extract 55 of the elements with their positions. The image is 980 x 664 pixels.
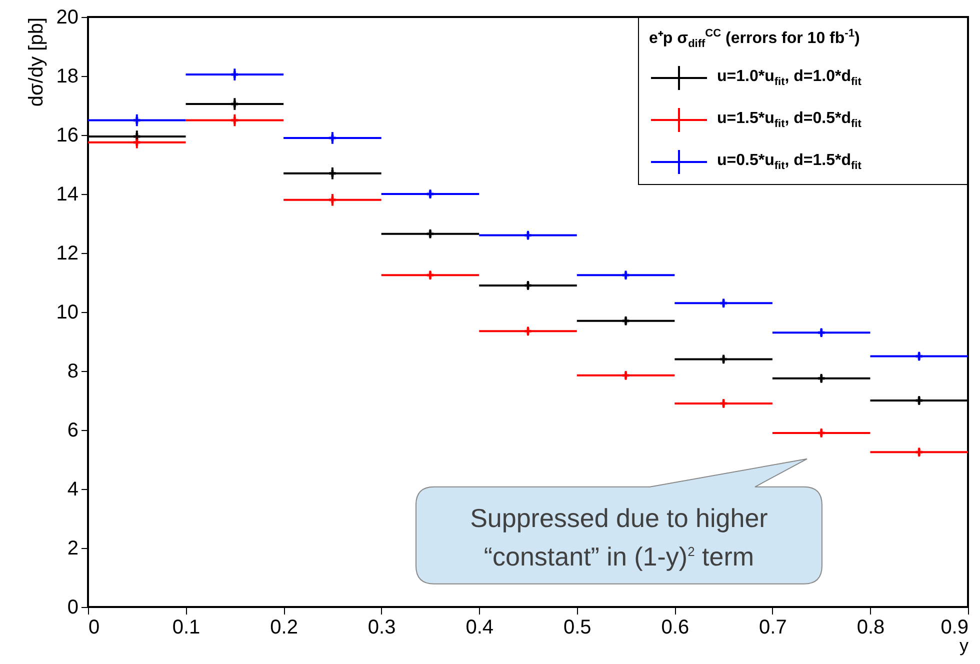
y-axis-title: dσ/dy [pb] bbox=[25, 18, 48, 107]
point bbox=[426, 272, 434, 278]
x-tick-label: 0.1 bbox=[172, 616, 200, 638]
point bbox=[916, 448, 922, 456]
y-tick-label: 0 bbox=[67, 596, 78, 618]
y-tick-label: 14 bbox=[56, 184, 78, 206]
point bbox=[426, 230, 434, 238]
y-tick-label: 4 bbox=[67, 478, 78, 500]
point bbox=[134, 133, 140, 140]
point bbox=[231, 100, 238, 108]
x-tick-label: 0.3 bbox=[368, 616, 396, 638]
y-tick-label: 18 bbox=[56, 66, 78, 88]
x-tick-label: 0.5 bbox=[563, 616, 592, 638]
point bbox=[622, 272, 630, 278]
point bbox=[916, 352, 922, 360]
y-tick-label: 12 bbox=[56, 242, 78, 264]
legend-label: u=1.0*u$_{fit}$, d=1.0*d$_{fit}$ bbox=[717, 68, 862, 88]
y-tick-label: 8 bbox=[67, 360, 78, 382]
x-tick-label: 0.6 bbox=[661, 616, 690, 638]
point bbox=[720, 356, 727, 363]
legend-label: u=0.5*u$_{fit}$, d=1.5*d$_{fit}$ bbox=[717, 152, 862, 172]
point bbox=[231, 71, 238, 78]
point bbox=[818, 375, 825, 382]
point bbox=[329, 170, 336, 177]
point bbox=[622, 372, 630, 379]
annotation: Suppressed due to higher “constant” in (1-y)$^{2}$ term bbox=[469, 502, 769, 574]
y-tick-label: 20 bbox=[56, 6, 78, 28]
point bbox=[818, 329, 825, 336]
point bbox=[524, 328, 532, 335]
x-tick-label: 0.7 bbox=[759, 616, 787, 638]
x-tick-label: 0 bbox=[88, 616, 100, 638]
point bbox=[524, 232, 532, 239]
point bbox=[134, 139, 140, 146]
point bbox=[720, 300, 727, 307]
point bbox=[329, 134, 336, 142]
point bbox=[622, 317, 630, 324]
point bbox=[329, 196, 336, 204]
y-tick-label: 16 bbox=[56, 124, 78, 146]
point bbox=[524, 282, 532, 289]
x-tick-label: 0.4 bbox=[466, 616, 494, 638]
x-tick-label: 0.8 bbox=[856, 616, 885, 638]
x-axis-title: y bbox=[960, 636, 968, 656]
legend-title: e⁺p σ$_{diff}$$^{CC}$ (errors for 10 fb$^{-1}$) bbox=[649, 26, 861, 50]
y-tick-label: 6 bbox=[67, 420, 78, 442]
point bbox=[426, 190, 434, 198]
point bbox=[818, 430, 825, 436]
point bbox=[720, 400, 727, 407]
y-tick-label: 2 bbox=[67, 538, 78, 560]
y-tick-label: 10 bbox=[56, 302, 78, 324]
x-tick-label: 0.2 bbox=[270, 616, 298, 638]
point bbox=[231, 116, 238, 124]
x-tick-label: 0.9 bbox=[940, 616, 968, 638]
point bbox=[134, 116, 140, 124]
point bbox=[916, 397, 922, 404]
legend-label: u=1.5*u$_{fit}$, d=0.5*d$_{fit}$ bbox=[717, 110, 862, 130]
